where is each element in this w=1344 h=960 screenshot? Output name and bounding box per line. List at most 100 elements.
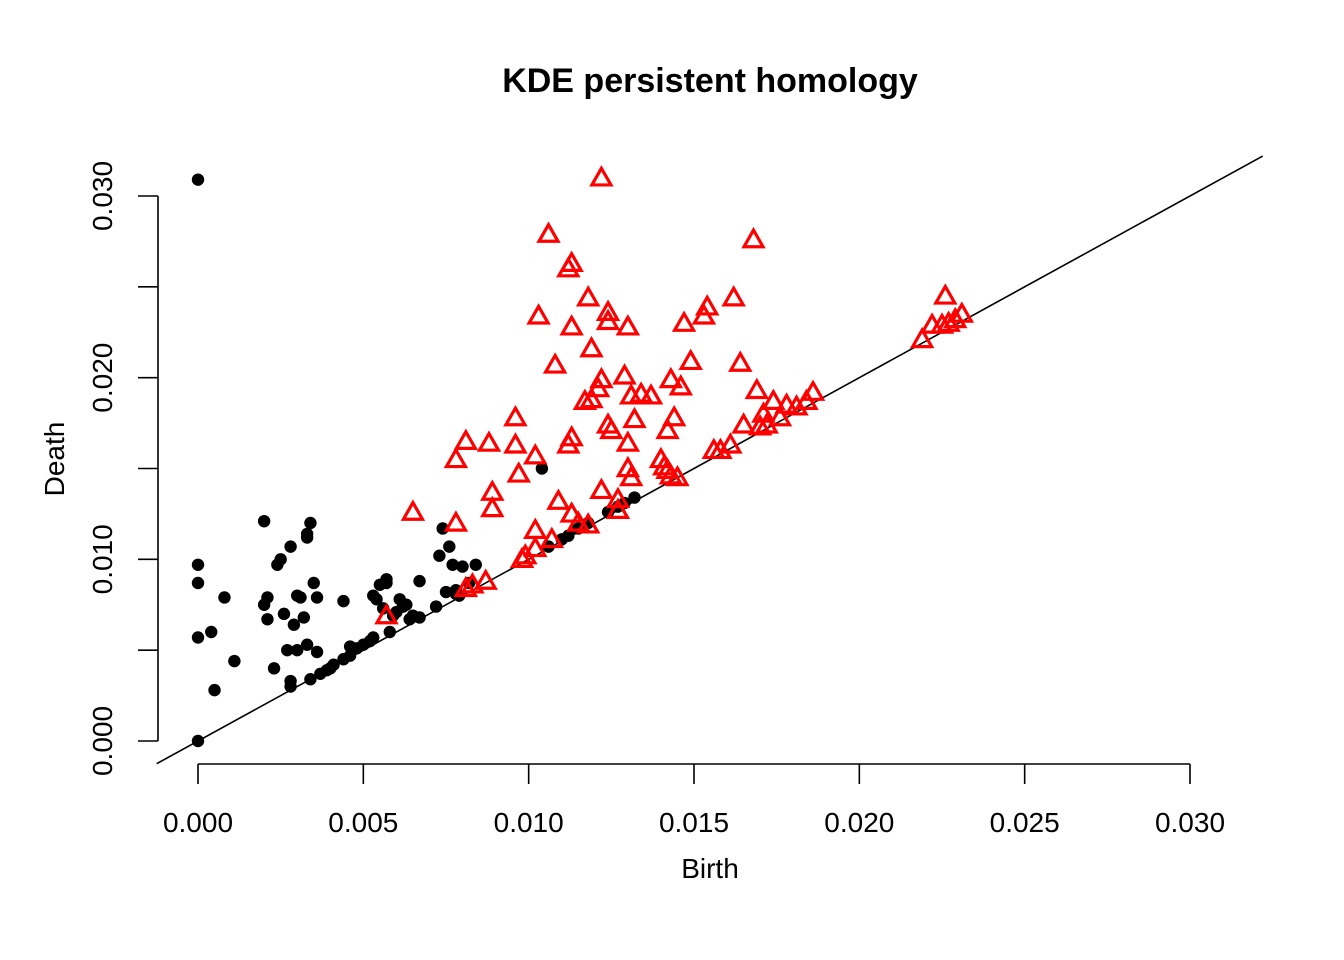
dimension-0-point (443, 540, 456, 553)
dimension-0-point (300, 531, 314, 544)
x-axis-label: Birth (681, 853, 739, 884)
dimension-1-point (480, 495, 505, 518)
x-axis: 0.000 0.005 0.010 0.015 0.020 0.025 0.030 Birt… (163, 763, 1225, 884)
dimension-0-point (267, 662, 281, 675)
dimension-0-point (304, 673, 317, 686)
dimension-1-point (509, 546, 535, 569)
x-tick-label: 0.030 (1155, 807, 1225, 838)
data-points (191, 165, 975, 748)
dimension-0-point (413, 574, 426, 588)
dimension-0-point (257, 514, 271, 528)
dimension-1-point (800, 379, 826, 401)
dimension-1-point (754, 412, 780, 434)
y-tick-label: 0.030 (87, 161, 118, 231)
y-axis-label: Death (39, 422, 70, 497)
dimension-1-point (526, 303, 551, 325)
dimension-1-point (728, 350, 753, 372)
dimension-0-point (469, 558, 482, 571)
dimension-1-point (539, 526, 565, 549)
dimension-0-point (284, 540, 297, 553)
dimension-0-point (261, 591, 274, 604)
dimension-0-point (456, 560, 469, 573)
dimension-1-point (949, 301, 975, 323)
dimension-0-point (287, 618, 301, 631)
dimension-1-point (612, 363, 637, 385)
dimension-1-point (658, 366, 684, 389)
dimension-1-point (589, 165, 614, 187)
dimension-0-point (370, 593, 383, 606)
x-ticks: 0.000 0.005 0.010 0.015 0.020 0.025 0.030 (163, 764, 1225, 838)
dimension-1-point (655, 417, 680, 440)
dimension-1-point (933, 283, 958, 305)
dimension-1-point (546, 488, 571, 510)
dimension-1-point (744, 377, 770, 400)
dimension-1-point (453, 575, 479, 598)
dimension-1-point (453, 428, 479, 450)
dimension-1-point (615, 430, 641, 452)
dimension-1-point (400, 499, 426, 521)
dimension-1-point (595, 299, 621, 321)
dimension-1-point (622, 406, 647, 429)
dimension-0-point (307, 576, 320, 590)
dimension-1-point (589, 477, 614, 500)
dimension-0-point (291, 643, 304, 657)
dimension-1-point (665, 464, 690, 487)
dimension-1-point (671, 310, 697, 332)
dimension-1-point (579, 386, 604, 409)
dimension-1-point (523, 517, 548, 539)
dimension-1-point (721, 285, 746, 307)
dimension-0-point (191, 631, 205, 644)
dimension-1-point (784, 394, 809, 416)
dimension-0-point (218, 591, 231, 604)
dimension-0-point (562, 529, 575, 542)
dimension-1-point (638, 383, 664, 405)
x-tick-label: 0.000 (163, 807, 233, 838)
y-tick-label: 0.000 (87, 706, 118, 776)
dimension-0-point (261, 613, 274, 626)
dimension-0-point (400, 598, 413, 611)
dimension-0-point (310, 645, 324, 659)
dimension-1-point (503, 432, 528, 454)
chart-title: KDE persistent homology (502, 62, 918, 100)
dimension-1-point (615, 314, 641, 336)
dimension-0-point (277, 607, 291, 621)
dimension-1-point (503, 404, 528, 427)
x-tick-label: 0.005 (328, 807, 398, 838)
dimension-1-point (761, 388, 786, 411)
dimension-0-point (205, 625, 218, 639)
dimension-1-point (618, 464, 644, 487)
dimension-0-point (191, 734, 205, 748)
dimension-0-point (413, 611, 426, 624)
dimension-0-point (191, 576, 205, 590)
dimension-1-point (909, 326, 935, 349)
dimension-1-point (374, 602, 399, 625)
dimension-0-point (304, 516, 317, 530)
dimension-0-point (439, 585, 453, 599)
dimension-1-point (767, 404, 793, 427)
dimension-0-point (446, 558, 459, 571)
dimension-1-point (731, 412, 756, 434)
dimension-0-point (433, 549, 446, 562)
dimension-0-point (191, 173, 205, 186)
dimension-0-point (535, 462, 549, 475)
dimension-1-point (476, 430, 502, 452)
y-ticks: 0.000 0.010 0.020 0.030 (87, 161, 158, 776)
dimension-0-point (628, 491, 641, 504)
dimension-1-point (572, 388, 598, 411)
x-tick-label: 0.020 (824, 807, 894, 838)
dimension-1-point (599, 417, 624, 440)
dimension-1-point (668, 374, 694, 396)
dimension-1-point (708, 437, 733, 460)
dimension-1-point (678, 348, 703, 371)
dimension-1-point (523, 443, 548, 465)
dimension-0-point (297, 611, 311, 624)
dimension-1-point (559, 501, 584, 523)
dimension-1-point (575, 285, 601, 307)
dimension-1-point (605, 486, 631, 509)
dimension-1-point (559, 314, 584, 336)
y-tick-label: 0.020 (87, 343, 118, 413)
dimension-1-point (542, 352, 568, 374)
dimension-1-point (658, 463, 684, 485)
y-tick-label: 0.010 (87, 524, 118, 594)
